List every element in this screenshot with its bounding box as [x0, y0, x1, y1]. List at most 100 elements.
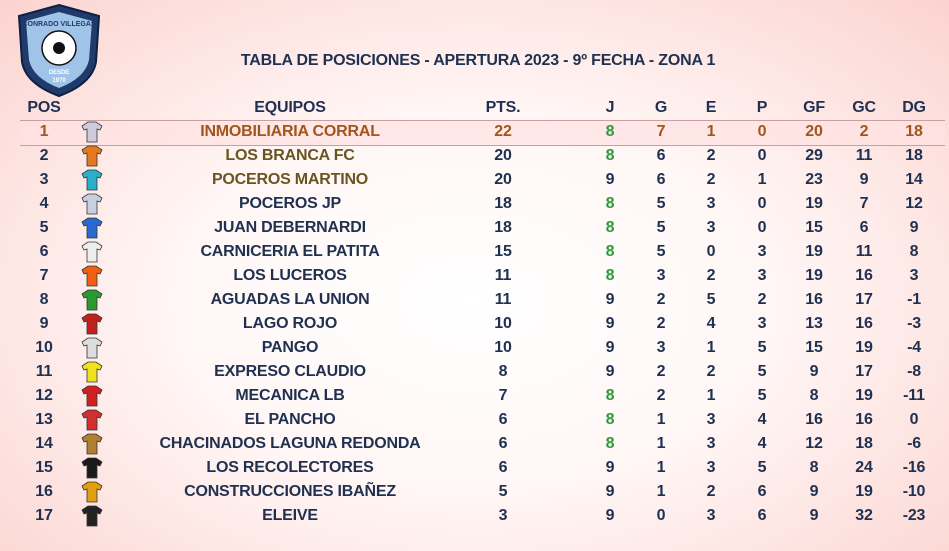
played: 8: [605, 147, 615, 164]
leader-highlight: [20, 120, 945, 146]
goal-diff: -4: [907, 339, 921, 356]
played: 9: [605, 171, 615, 188]
column-header: POS: [27, 99, 61, 116]
pos: 10: [35, 339, 53, 356]
drawn: 2: [706, 267, 716, 284]
pos: 12: [35, 387, 53, 404]
pos: 17: [35, 507, 53, 524]
goals-for: 19: [805, 267, 823, 284]
goal-diff: 0: [909, 411, 919, 428]
goals-against: 16: [855, 315, 873, 332]
lost: 5: [757, 459, 767, 476]
pos: 4: [39, 195, 49, 212]
won: 3: [656, 267, 666, 284]
team-shirt: [81, 337, 103, 359]
won: 2: [656, 315, 666, 332]
won: 1: [656, 435, 666, 452]
lost: 1: [757, 171, 767, 188]
points: 10: [494, 339, 512, 356]
goals-for: 20: [805, 123, 823, 140]
goals-against: 7: [859, 195, 869, 212]
won: 6: [656, 147, 666, 164]
won: 3: [656, 339, 666, 356]
drawn: 2: [706, 363, 716, 380]
lost: 5: [757, 363, 767, 380]
logo-year: 1970: [52, 78, 66, 84]
points: 7: [498, 387, 508, 404]
team-shirt: [81, 481, 103, 503]
goals-against: 17: [855, 291, 873, 308]
goals-against: 18: [855, 435, 873, 452]
drawn: 1: [706, 339, 716, 356]
drawn: 5: [706, 291, 716, 308]
pos: 11: [35, 363, 53, 380]
team-shirt: [81, 121, 103, 143]
goals-against: 19: [855, 339, 873, 356]
column-header: GC: [852, 99, 876, 116]
points: 20: [494, 171, 512, 188]
played: 9: [605, 291, 615, 308]
pos: 15: [35, 459, 53, 476]
won: 1: [656, 411, 666, 428]
drawn: 3: [706, 435, 716, 452]
pos: 2: [39, 147, 49, 164]
goals-against: 6: [859, 219, 869, 236]
lost: 0: [757, 195, 767, 212]
drawn: 3: [706, 459, 716, 476]
drawn: 3: [706, 507, 716, 524]
lost: 3: [757, 243, 767, 260]
points: 22: [494, 123, 512, 140]
team: CONSTRUCCIONES IBAÑEZ: [184, 483, 396, 500]
points: 18: [494, 219, 512, 236]
team: PANGO: [261, 339, 319, 356]
lost: 5: [757, 339, 767, 356]
team: CHACINADOS LAGUNA REDONDA: [159, 435, 421, 452]
goal-diff: -6: [907, 435, 921, 452]
won: 5: [656, 219, 666, 236]
team: INMOBILIARIA CORRAL: [200, 123, 380, 140]
won: 2: [656, 363, 666, 380]
team: ELEIVE: [262, 507, 318, 524]
team: POCEROS JP: [238, 195, 342, 212]
points: 8: [498, 363, 508, 380]
drawn: 2: [706, 147, 716, 164]
column-header: EQUIPOS: [254, 99, 326, 116]
lost: 6: [757, 507, 767, 524]
played: 8: [605, 123, 615, 140]
lost: 2: [757, 291, 767, 308]
lost: 0: [757, 147, 767, 164]
team-shirt: [81, 313, 103, 335]
goal-diff: -8: [907, 363, 921, 380]
drawn: 2: [706, 483, 716, 500]
team-shirt: [81, 505, 103, 527]
goals-for: 8: [809, 387, 819, 404]
points: 11: [494, 291, 512, 308]
pos: 6: [39, 243, 49, 260]
pos: 13: [35, 411, 53, 428]
team: MECANICA LB: [235, 387, 345, 404]
played: 8: [605, 219, 615, 236]
goals-for: 9: [809, 507, 819, 524]
goals-for: 13: [805, 315, 823, 332]
column-header: DG: [902, 99, 926, 116]
played: 8: [605, 387, 615, 404]
team-shirt: [81, 193, 103, 215]
team: CARNICERIA EL PATITA: [200, 243, 380, 260]
team: LOS RECOLECTORES: [206, 459, 374, 476]
goal-diff: 18: [905, 147, 923, 164]
team: LOS BRANCA FC: [225, 147, 355, 164]
points: 6: [498, 411, 508, 428]
goal-diff: 18: [905, 123, 923, 140]
played: 8: [605, 195, 615, 212]
pos: 7: [39, 267, 49, 284]
team-shirt: [81, 241, 103, 263]
goals-against: 16: [855, 267, 873, 284]
team-shirt: [81, 265, 103, 287]
won: 0: [656, 507, 666, 524]
points: 11: [494, 267, 512, 284]
lost: 5: [757, 387, 767, 404]
team: JUAN DEBERNARDI: [214, 219, 366, 236]
team-shirt: [81, 409, 103, 431]
played: 9: [605, 459, 615, 476]
